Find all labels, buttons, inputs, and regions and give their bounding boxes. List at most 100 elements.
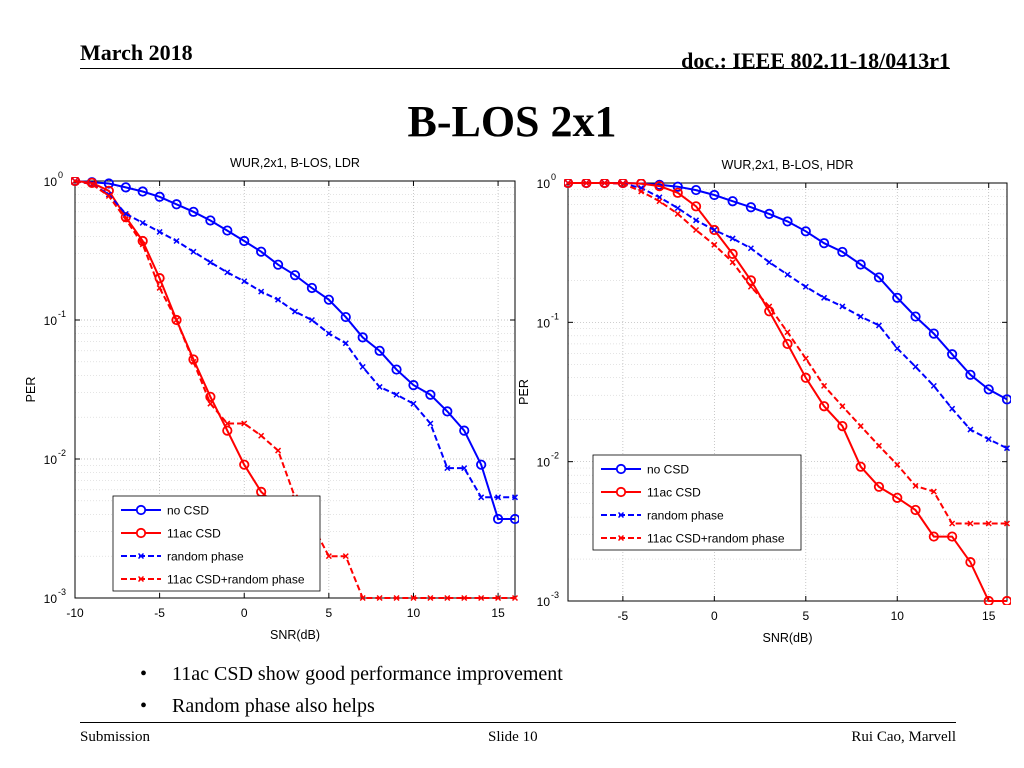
data-point — [839, 303, 846, 310]
data-point — [947, 349, 958, 360]
data-point — [461, 465, 468, 472]
data-point — [1003, 520, 1011, 527]
y-tick-exponent: -2 — [551, 451, 559, 461]
data-point — [325, 553, 332, 560]
series-line — [568, 182, 1008, 450]
data-point — [802, 283, 809, 290]
data-point — [342, 340, 349, 347]
data-point — [784, 271, 791, 278]
data-point — [444, 465, 451, 472]
footer-rule — [80, 722, 956, 723]
data-point — [674, 205, 681, 212]
data-point — [190, 358, 197, 365]
y-tick-label: 10 — [537, 595, 551, 609]
data-point — [342, 553, 349, 560]
legend-label: 11ac CSD+random phase — [647, 532, 785, 546]
data-point — [511, 594, 519, 602]
data-point — [928, 531, 939, 542]
data-point — [308, 316, 315, 324]
data-point — [693, 217, 700, 224]
data-point — [461, 594, 468, 602]
data-point — [912, 363, 919, 370]
data-point — [393, 594, 400, 602]
data-point — [802, 355, 809, 362]
data-point — [818, 401, 830, 412]
footer-submission: Submission — [80, 729, 151, 745]
data-point — [690, 201, 702, 212]
data-point — [275, 296, 282, 303]
data-point — [894, 345, 901, 352]
data-point — [137, 186, 148, 197]
data-point — [747, 283, 754, 290]
series-11ac-csd — [564, 179, 1011, 605]
data-point — [325, 330, 332, 337]
data-point — [1001, 394, 1011, 405]
data-point — [258, 288, 265, 295]
chart-title: WUR,2x1, B-LOS, LDR — [230, 156, 360, 170]
data-point — [782, 338, 793, 350]
data-point — [359, 594, 366, 602]
data-point — [444, 594, 451, 602]
data-point — [478, 594, 485, 602]
data-point — [173, 316, 180, 324]
legend-label: random phase — [647, 509, 724, 523]
legend-box — [112, 495, 321, 592]
y-axis-label: PER — [517, 379, 531, 405]
bullet-dot: • — [140, 695, 148, 717]
data-point — [656, 198, 663, 205]
legend-label: 11ac CSD — [647, 486, 701, 500]
data-point — [359, 363, 366, 370]
y-tick-label: 10 — [44, 314, 58, 328]
legend-label: no CSD — [167, 504, 209, 518]
data-point — [241, 278, 248, 285]
data-point — [855, 461, 866, 472]
series-no-csd — [564, 179, 1011, 405]
data-point — [837, 420, 848, 432]
data-point — [910, 504, 921, 516]
data-point — [323, 294, 334, 305]
data-point — [122, 210, 129, 217]
data-point — [478, 494, 485, 501]
series-line — [74, 180, 515, 520]
x-tick-label: 0 — [241, 606, 248, 620]
data-point — [947, 531, 958, 542]
x-tick-label: -10 — [66, 606, 84, 620]
y-tick-exponent: -1 — [551, 311, 559, 321]
chart-title: WUR,2x1, B-LOS, HDR — [722, 158, 854, 172]
legend-swatch-marker — [617, 534, 625, 542]
bullet-dot: • — [140, 663, 148, 685]
data-point — [672, 187, 683, 198]
plot-frame — [567, 182, 1008, 602]
data-point — [306, 282, 318, 294]
legend-swatch-marker — [615, 486, 627, 498]
data-point — [374, 345, 385, 356]
legend-swatch-marker — [135, 527, 147, 539]
data-point — [983, 384, 994, 395]
data-point — [509, 513, 519, 525]
data-point — [875, 442, 882, 449]
x-axis-label: SNR(dB) — [270, 628, 320, 642]
series-no-csd — [71, 177, 519, 525]
x-tick-label: 0 — [711, 609, 718, 623]
y-tick-label: 10 — [44, 453, 58, 467]
bullet-text: 11ac CSD show good performance improveme… — [172, 663, 563, 685]
data-point — [492, 513, 504, 525]
data-point — [154, 273, 165, 284]
data-point — [340, 311, 351, 323]
data-point — [272, 259, 284, 270]
y-axis-label: PER — [24, 377, 38, 403]
bullet-list: • 11ac CSD show good performance improvem… — [140, 658, 563, 722]
series-random-phase — [71, 177, 519, 501]
legend-swatch-marker — [615, 463, 627, 475]
data-point — [156, 284, 163, 291]
data-point — [892, 492, 903, 503]
data-point — [105, 192, 112, 200]
data-point — [745, 275, 757, 286]
data-point — [711, 226, 718, 234]
data-point — [727, 196, 738, 207]
x-tick-label: 15 — [491, 606, 505, 620]
data-point — [275, 447, 282, 454]
legend-swatch-marker — [137, 575, 145, 583]
